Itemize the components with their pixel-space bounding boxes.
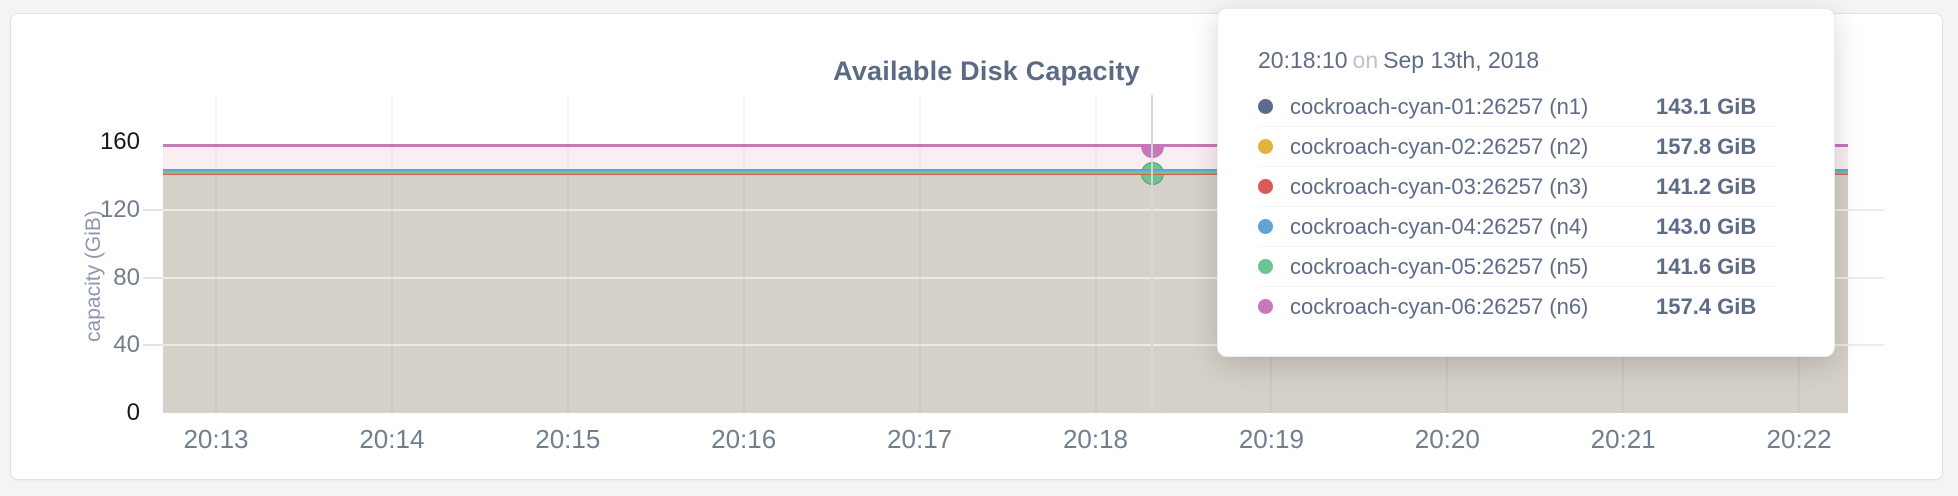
y-tick-label: 40	[113, 331, 140, 359]
x-tick-label: 20:19	[1238, 424, 1304, 454]
v-gridline	[918, 95, 921, 413]
series-name: cockroach-cyan-02:26257 (n2)	[1290, 133, 1589, 159]
x-tick-label: 20:13	[183, 424, 249, 454]
tooltip-time: 20:18:10	[1258, 47, 1348, 73]
tooltip-series-row: cockroach-cyan-06:26257 (n6) 157.4 GiB	[1258, 286, 1778, 326]
series-value: 141.2 GiB	[1656, 173, 1757, 199]
h-gridline-stub	[1848, 276, 1884, 279]
h-gridline	[163, 344, 1848, 347]
tooltip-date: Sep 13th, 2018	[1383, 47, 1540, 73]
series-color-dot	[1258, 139, 1273, 154]
series-name: cockroach-cyan-03:26257 (n3)	[1290, 173, 1589, 199]
v-gridline	[390, 95, 393, 413]
x-tick-label: 20:16	[711, 424, 777, 454]
tooltip-timestamp: 20:18:10 on Sep 13th, 2018	[1258, 45, 1778, 75]
x-tick-label: 20:22	[1766, 424, 1832, 454]
h-gridline-stub	[1848, 344, 1884, 347]
series-value: 157.8 GiB	[1656, 133, 1757, 159]
series-value: 141.6 GiB	[1656, 253, 1757, 279]
series-color-dot	[1258, 219, 1273, 234]
chart-title: Available Disk Capacity	[833, 56, 1140, 86]
v-gridline	[215, 95, 217, 413]
series-value: 143.0 GiB	[1656, 213, 1757, 239]
y-tick-label: 120	[99, 195, 140, 223]
x-tick-label: 20:20	[1414, 424, 1480, 454]
x-tick-label: 20:17	[887, 424, 953, 454]
v-gridline	[566, 95, 569, 413]
series-name: cockroach-cyan-06:26257 (n6)	[1290, 293, 1589, 319]
series-line	[163, 168, 1848, 172]
series-value: 143.1 GiB	[1656, 93, 1757, 119]
tooltip-on-word: on	[1352, 47, 1379, 73]
tooltip-series-row: cockroach-cyan-03:26257 (n3) 141.2 GiB	[1258, 166, 1778, 206]
h-gridline	[163, 276, 1848, 279]
tooltip-series-list: cockroach-cyan-01:26257 (n1) 143.1 GiB coc…	[1258, 87, 1778, 326]
tooltip-series-row: cockroach-cyan-05:26257 (n5) 141.6 GiB	[1258, 246, 1778, 286]
y-tick-mark	[143, 276, 163, 279]
series-value: 157.4 GiB	[1656, 293, 1757, 319]
y-tick-mark	[143, 208, 163, 211]
tooltip-series-row: cockroach-cyan-02:26257 (n2) 157.8 GiB	[1258, 126, 1778, 166]
tooltip-series-row: cockroach-cyan-04:26257 (n4) 143.0 GiB	[1258, 206, 1778, 246]
series-color-dot	[1258, 99, 1273, 114]
x-tick-label: 20:21	[1590, 424, 1656, 454]
v-gridline	[742, 95, 745, 413]
series-name: cockroach-cyan-01:26257 (n1)	[1290, 93, 1589, 119]
hover-guideline	[1151, 95, 1153, 413]
series-line	[163, 171, 1848, 175]
series-name: cockroach-cyan-05:26257 (n5)	[1290, 253, 1589, 279]
y-tick-label: 80	[113, 263, 140, 291]
y-tick-label: 0	[126, 399, 140, 426]
y-tick-label: 160	[99, 128, 140, 155]
series-color-dot	[1258, 179, 1273, 194]
x-tick-label: 20:18	[1062, 424, 1129, 454]
series-color-dot	[1258, 259, 1273, 274]
v-gridline	[1094, 95, 1097, 413]
y-tick-mark	[143, 344, 163, 347]
chart-hover-tooltip: 20:18:10 on Sep 13th, 2018 cockroach-cyan-…	[1217, 8, 1835, 357]
x-tick-label: 20:15	[535, 424, 601, 454]
x-tick-label: 20:14	[359, 424, 425, 454]
tooltip-series-row: cockroach-cyan-01:26257 (n1) 143.1 GiB	[1258, 87, 1778, 126]
h-gridline	[163, 208, 1848, 211]
h-gridline-stub	[1848, 208, 1884, 211]
series-name: cockroach-cyan-04:26257 (n4)	[1290, 213, 1589, 239]
series-color-dot	[1258, 299, 1273, 314]
series-line	[163, 144, 1848, 148]
